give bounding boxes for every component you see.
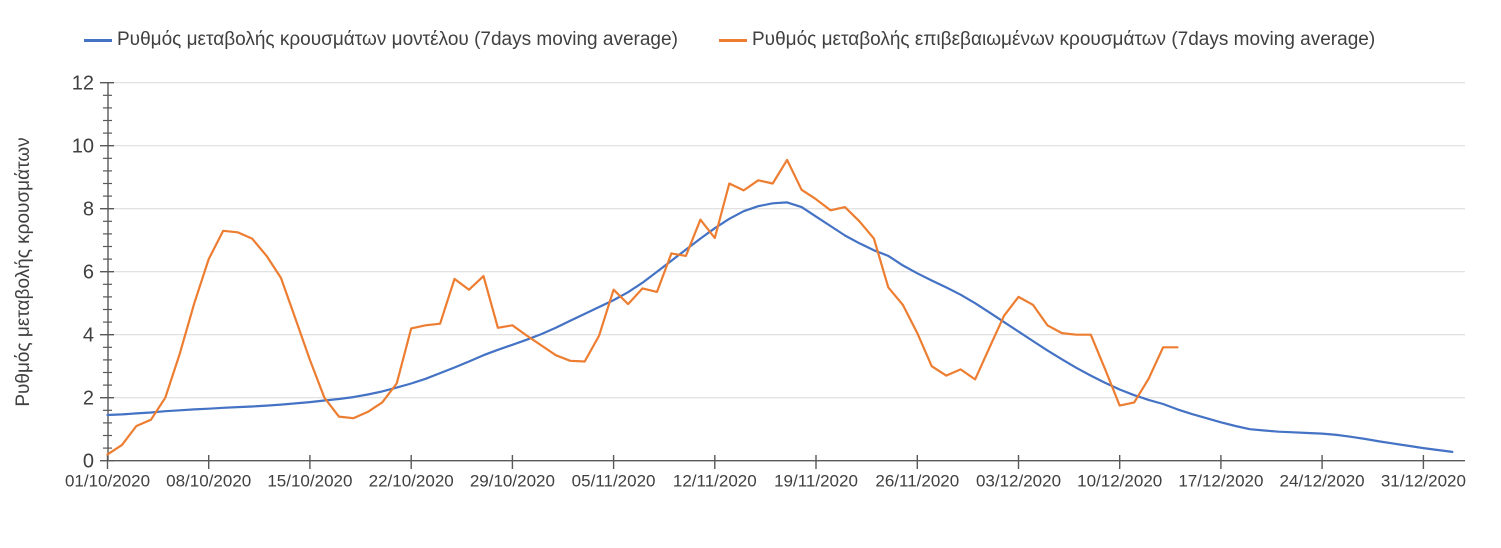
y-tick-label: 6 — [83, 262, 94, 284]
x-tick-label: 12/11/2020 — [673, 472, 757, 491]
legend-marker-confirmed-line-icon — [719, 38, 747, 42]
y-axis-title: Ρυθμός μεταβολής κρουσμάτων — [13, 137, 34, 407]
x-tick-label: 08/10/2020 — [166, 472, 251, 491]
x-tick-label: 31/12/2020 — [1381, 472, 1466, 491]
legend-label-model: Ρυθμός μεταβολής κρουσμάτων μοντέλου (7d… — [117, 29, 678, 50]
y-tick-label: 0 — [83, 451, 94, 473]
legend-marker-model-line-icon — [84, 38, 112, 42]
x-tick-label: 03/12/2020 — [976, 472, 1061, 491]
x-tick-label: 24/12/2020 — [1280, 472, 1365, 491]
x-tick-label: 22/10/2020 — [369, 472, 454, 491]
x-tick-label: 19/11/2020 — [774, 472, 858, 491]
x-tick-label: 26/11/2020 — [875, 472, 959, 491]
x-tick-label: 17/12/2020 — [1178, 472, 1263, 491]
legend-label-confirmed: Ρυθμός μεταβολής επιβεβαιωμένων κρουσμάτ… — [752, 29, 1376, 50]
y-tick-label: 2 — [83, 388, 94, 410]
legend-item-model: Ρυθμός μεταβολής κρουσμάτων μοντέλου (7d… — [84, 29, 678, 51]
x-tick-label: 05/11/2020 — [572, 472, 656, 491]
confirmed-series-line — [106, 158, 1179, 456]
y-tick-label: 12 — [72, 73, 94, 95]
x-tick-label: 01/10/2020 — [65, 472, 150, 491]
y-tick-label: 4 — [83, 325, 94, 347]
legend-item-confirmed: Ρυθμός μεταβολής επιβεβαιωμένων κρουσμάτ… — [719, 29, 1375, 51]
x-tick-label: 29/10/2020 — [470, 472, 555, 491]
x-tick-label: 10/12/2020 — [1077, 472, 1162, 491]
x-tick-label: 15/10/2020 — [267, 472, 352, 491]
y-tick-label: 8 — [83, 199, 94, 221]
y-tick-label: 10 — [72, 136, 94, 158]
model-series-line — [106, 201, 1454, 453]
